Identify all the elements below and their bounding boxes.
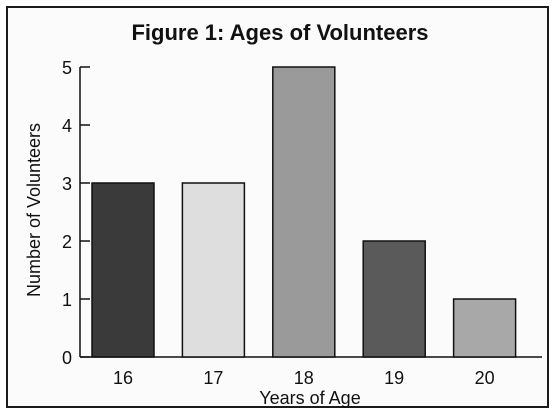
x-tick-label-17: 17	[203, 368, 223, 388]
y-tick-label: 2	[62, 232, 72, 252]
x-tick-label-16: 16	[113, 368, 133, 388]
bar-20	[452, 298, 517, 358]
bars	[91, 66, 517, 358]
y-axis-label: Number of Volunteers	[24, 123, 44, 297]
y-tick-label: 1	[62, 290, 72, 310]
x-tick-label-19: 19	[384, 368, 404, 388]
x-tick-labels: 16 17 18 19 20	[113, 368, 495, 388]
y-tick-label: 0	[62, 348, 72, 368]
bar-16	[91, 182, 155, 358]
bar-17	[181, 182, 246, 358]
y-tick-labels: 0 1 2 3 4 5	[62, 58, 90, 368]
x-axis-label: Years of Age	[259, 388, 360, 408]
bar-19	[362, 240, 426, 358]
y-tick-label: 5	[62, 58, 72, 78]
bar-18	[272, 66, 336, 358]
y-tick-label: 4	[62, 116, 72, 136]
chart-title: Figure 1: Ages of Volunteers	[131, 20, 428, 45]
x-tick-label-18: 18	[294, 368, 314, 388]
y-tick-label: 3	[62, 174, 72, 194]
x-tick-label-20: 20	[475, 368, 495, 388]
